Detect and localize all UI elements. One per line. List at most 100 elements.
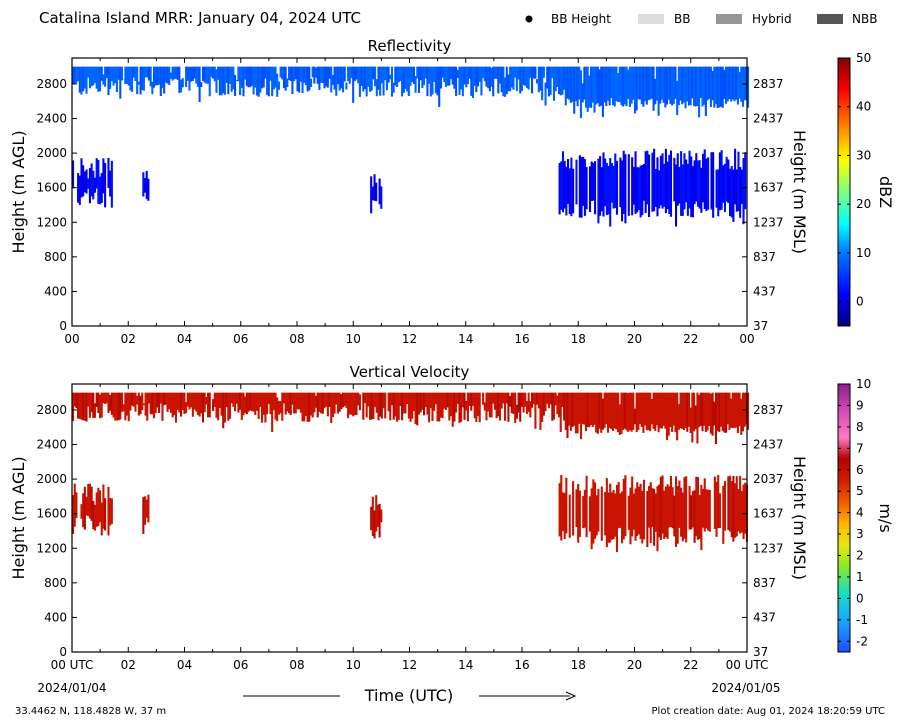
echo-column bbox=[326, 66, 329, 88]
echo-column bbox=[505, 66, 508, 95]
echo-column bbox=[625, 66, 628, 107]
echo-column bbox=[77, 392, 80, 419]
echo-column bbox=[666, 66, 669, 105]
echo-column bbox=[653, 148, 656, 212]
echo-column bbox=[729, 168, 732, 217]
x-tick-label: 16 bbox=[514, 658, 529, 672]
echo-column bbox=[730, 398, 733, 428]
echo-column bbox=[632, 166, 635, 205]
echo-column bbox=[574, 66, 577, 102]
echo-column bbox=[680, 151, 683, 216]
x-tick-label: 02 bbox=[121, 332, 136, 346]
y-tick-label: 1600 bbox=[36, 507, 67, 521]
echo-column bbox=[606, 392, 610, 433]
echo-column bbox=[667, 66, 670, 100]
y-tick-label: 800 bbox=[44, 250, 67, 264]
echo-column bbox=[695, 476, 698, 537]
echo-column bbox=[358, 66, 361, 97]
echo-column bbox=[669, 66, 672, 104]
echo-column bbox=[541, 66, 544, 101]
echo-column bbox=[205, 66, 208, 84]
echo-column bbox=[378, 503, 381, 538]
echo-column bbox=[652, 66, 655, 111]
echo-column bbox=[181, 392, 184, 411]
echo-column bbox=[451, 66, 454, 85]
echo-column bbox=[514, 66, 517, 78]
echo-column bbox=[698, 160, 701, 209]
echo-column bbox=[338, 392, 341, 412]
echo-column bbox=[492, 66, 495, 97]
echo-column bbox=[110, 392, 113, 415]
echo-column bbox=[333, 392, 336, 414]
echo-column bbox=[564, 66, 567, 106]
echo-column bbox=[387, 392, 390, 412]
echo-column bbox=[345, 82, 348, 90]
echo-column bbox=[664, 486, 667, 538]
echo-column bbox=[534, 66, 537, 79]
echo-column bbox=[230, 66, 233, 92]
echo-column bbox=[471, 66, 475, 98]
echo-column bbox=[509, 66, 512, 92]
echo-column bbox=[193, 66, 196, 79]
x-tick-label: 04 bbox=[177, 332, 192, 346]
echo-column bbox=[588, 496, 592, 532]
colorbar-tick-label: 9 bbox=[856, 398, 864, 412]
echo-column bbox=[414, 392, 417, 424]
echo-column bbox=[100, 502, 103, 536]
echo-column bbox=[340, 66, 343, 89]
echo-column bbox=[401, 66, 404, 97]
echo-column bbox=[362, 66, 365, 92]
bb-legend-label: BB bbox=[674, 12, 690, 26]
echo-column bbox=[618, 66, 621, 103]
echo-column bbox=[97, 66, 100, 92]
echo-column bbox=[75, 392, 78, 408]
echo-column bbox=[85, 66, 88, 94]
y2-tick-label: 2437 bbox=[753, 112, 784, 126]
echo-column bbox=[347, 392, 350, 419]
echo-column bbox=[436, 392, 439, 422]
echo-column bbox=[718, 152, 721, 211]
nbb-legend-label: NBB bbox=[852, 12, 877, 26]
echo-column bbox=[497, 66, 500, 94]
y-tick-label: 2800 bbox=[36, 403, 67, 417]
echo-column bbox=[573, 66, 576, 114]
echo-column bbox=[465, 400, 468, 411]
echo-column bbox=[220, 66, 223, 96]
echo-column bbox=[105, 66, 108, 78]
echo-column bbox=[82, 493, 85, 528]
echo-column bbox=[728, 66, 731, 100]
echo-column bbox=[119, 66, 122, 99]
echo-column bbox=[259, 66, 262, 93]
echo-column bbox=[237, 66, 240, 82]
echo-column bbox=[510, 392, 513, 414]
echo-column bbox=[250, 392, 253, 412]
echo-column bbox=[191, 66, 194, 82]
echo-column bbox=[144, 496, 147, 525]
echo-column bbox=[574, 392, 577, 434]
echo-column bbox=[350, 66, 353, 79]
echo-column bbox=[370, 66, 373, 91]
echo-column bbox=[282, 66, 286, 89]
echo-column bbox=[451, 392, 454, 427]
echo-data bbox=[72, 392, 750, 552]
echo-column bbox=[169, 72, 172, 79]
x-tick-label: 22 bbox=[683, 332, 698, 346]
echo-column bbox=[208, 66, 211, 97]
echo-column bbox=[218, 66, 221, 96]
echo-column bbox=[596, 392, 599, 434]
echo-column bbox=[468, 66, 471, 79]
echo-column bbox=[738, 392, 741, 427]
echo-column bbox=[607, 165, 610, 215]
echo-column bbox=[171, 66, 174, 81]
echo-column bbox=[663, 163, 666, 207]
echo-column bbox=[493, 66, 496, 79]
echo-column bbox=[178, 392, 181, 413]
echo-column bbox=[97, 392, 100, 413]
echo-column bbox=[90, 486, 93, 521]
echo-column bbox=[73, 483, 76, 527]
echo-column bbox=[424, 392, 427, 408]
echo-column bbox=[93, 403, 97, 418]
echo-column bbox=[573, 392, 576, 426]
echo-column bbox=[529, 401, 532, 418]
